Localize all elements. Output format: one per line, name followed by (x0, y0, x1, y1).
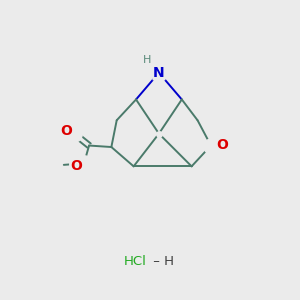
Text: O: O (70, 159, 82, 173)
Text: HCl: HCl (124, 255, 147, 268)
Text: H: H (143, 55, 151, 65)
Text: N: N (153, 66, 165, 80)
Text: O: O (60, 124, 72, 138)
Text: – H: – H (148, 255, 173, 268)
Text: O: O (216, 138, 228, 152)
